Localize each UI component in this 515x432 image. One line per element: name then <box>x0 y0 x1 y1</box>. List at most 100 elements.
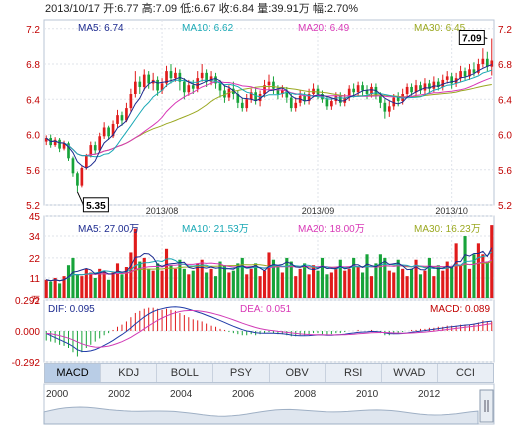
volume-bar <box>271 259 276 298</box>
tab-psy[interactable]: PSY <box>213 364 270 382</box>
volume-bar <box>44 279 48 298</box>
macd-legend-2: MACD: 0.089 <box>430 304 490 315</box>
tab-cci[interactable]: CCI <box>455 367 475 379</box>
candle-body <box>410 86 413 93</box>
candle-body <box>383 102 387 112</box>
price-y-tick-left: 6.8 <box>26 60 40 71</box>
annotation-box <box>458 30 485 45</box>
volume-bar <box>133 228 137 298</box>
candle-body <box>218 83 222 91</box>
candle-body <box>445 76 449 80</box>
volume-bar <box>414 259 418 298</box>
volume-ma10-line <box>46 251 493 282</box>
candle-body <box>107 127 110 137</box>
tab-rsi[interactable]: RSI <box>326 364 382 382</box>
candle-body <box>214 76 217 84</box>
candle-body <box>432 81 436 89</box>
candle-body <box>67 143 70 159</box>
volume-bar <box>160 270 164 298</box>
candle-body <box>205 72 208 82</box>
volume-bar <box>218 261 222 298</box>
tab-obv[interactable]: OBV <box>270 364 326 382</box>
volume-bar <box>334 267 338 298</box>
volume-bar <box>196 263 200 298</box>
volume-bar <box>182 268 186 298</box>
volume-bar <box>75 274 79 298</box>
price-y-tick-right: 6.8 <box>498 60 512 71</box>
volume-bar <box>156 263 160 298</box>
tab-boll[interactable]: BOLL <box>157 364 214 382</box>
price-y-tick-right: 5.6 <box>498 166 512 177</box>
volume-bar <box>107 279 111 298</box>
volume-bar <box>481 254 485 298</box>
volume-bar <box>343 270 347 298</box>
volume-legend-3: MA30: 16.23万 <box>414 224 481 235</box>
candle-body <box>71 158 75 174</box>
volume-bar <box>418 274 423 298</box>
price-legend-2: MA20: 6.49 <box>298 23 350 34</box>
candle-body <box>370 86 373 94</box>
annotation-box <box>82 197 109 213</box>
price-panel-frame <box>43 19 495 206</box>
candle-body <box>365 90 369 94</box>
candle-body <box>183 81 186 93</box>
history-year-label: 2000 <box>46 389 69 400</box>
volume-bar <box>267 252 271 298</box>
indicator-tab-bar: MACD KDJ BOLL PSY OBV RSI WVAD CCI <box>44 363 494 383</box>
volume-legend-1: MA10: 21.53万 <box>182 224 249 235</box>
candle-body <box>352 88 355 93</box>
date-tick-label: 2013/10 <box>435 206 468 216</box>
volume-bar <box>138 261 142 298</box>
price-y-tick-right: 5.2 <box>498 201 512 212</box>
history-year-label: 2002 <box>108 389 131 400</box>
candle-body <box>436 81 440 87</box>
volume-bar <box>222 265 227 298</box>
candle-body <box>276 88 280 94</box>
candle-body <box>472 69 476 73</box>
candle-body <box>441 79 445 87</box>
macd-legend-1: DEA: 0.051 <box>240 304 292 315</box>
volume-bar <box>147 268 151 298</box>
volume-bar <box>98 268 102 298</box>
volume-bar <box>231 270 235 298</box>
dea-line <box>46 310 492 348</box>
volume-bar <box>262 270 267 298</box>
candle-body <box>84 155 88 168</box>
volume-bar <box>347 268 351 298</box>
tab-kdj[interactable]: KDJ <box>101 364 158 382</box>
volume-bar <box>294 276 298 298</box>
annotation-label: 5.35 <box>86 201 106 212</box>
history-year-label: 2004 <box>170 389 193 400</box>
tab-macd[interactable]: MACD <box>45 364 102 382</box>
volume-bar <box>164 248 169 298</box>
price-y-tick-left: 5.2 <box>26 201 40 212</box>
candle-body <box>490 60 494 67</box>
tab-wvad[interactable]: WVAD <box>382 364 438 382</box>
candle-body <box>200 72 204 79</box>
candle-body <box>249 92 253 100</box>
candle-body <box>272 81 275 89</box>
dif-line <box>45 306 492 353</box>
volume-legend-0: MA5: 27.00万 <box>78 224 139 235</box>
date-tick-label: 2013/09 <box>302 206 335 216</box>
volume-bar <box>401 268 405 298</box>
volume-bar <box>423 270 427 298</box>
volume-bar <box>289 261 293 298</box>
candle-body <box>165 71 168 84</box>
volume-bar <box>151 270 155 298</box>
volume-bar <box>209 268 213 298</box>
volume-bar <box>254 263 258 298</box>
volume-bar <box>142 257 146 298</box>
volume-bar <box>450 267 454 298</box>
volume-bar <box>396 259 400 298</box>
volume-bar <box>124 267 128 298</box>
candle-body <box>223 90 226 98</box>
volume-bar <box>71 257 75 298</box>
volume-bar <box>191 270 195 298</box>
candle-body <box>485 58 489 67</box>
volume-bar <box>325 274 329 298</box>
volume-bar <box>338 259 342 298</box>
volume-bar <box>485 261 489 298</box>
range-handle <box>479 389 494 423</box>
volume-bar <box>378 254 382 298</box>
